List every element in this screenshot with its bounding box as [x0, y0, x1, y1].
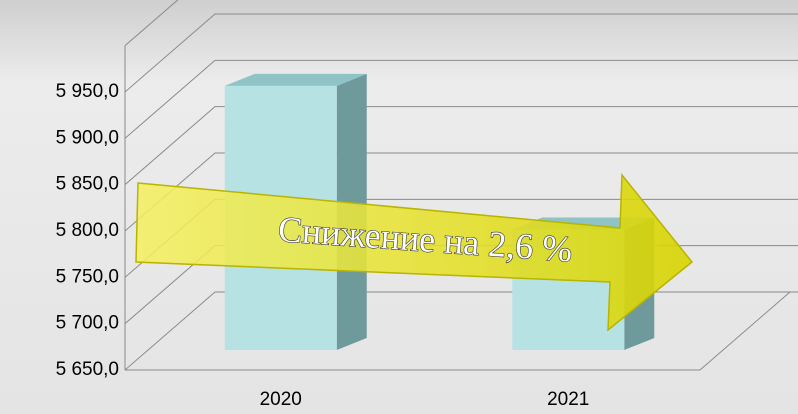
- y-tick-label: 5 950,0: [56, 81, 119, 102]
- grid-line: [124, 59, 798, 139]
- y-tick-label: 5 900,0: [56, 127, 119, 148]
- grid-line: [124, 13, 798, 93]
- grid-line: [124, 106, 798, 186]
- trend-arrow: [135, 172, 694, 332]
- bar-top: [224, 73, 367, 86]
- y-tick-label: 5 750,0: [56, 266, 119, 287]
- y-tick-label: 5 650,0: [56, 359, 119, 380]
- y-tick-label: 5 850,0: [56, 174, 119, 195]
- x-tick-label: 2020: [260, 389, 302, 410]
- y-tick-label: 5 800,0: [56, 220, 119, 241]
- back-wall-edge: [124, 0, 179, 47]
- x-tick-label: 2021: [547, 389, 589, 410]
- y-tick-label: 5 700,0: [56, 313, 119, 334]
- floor-right: [699, 291, 791, 371]
